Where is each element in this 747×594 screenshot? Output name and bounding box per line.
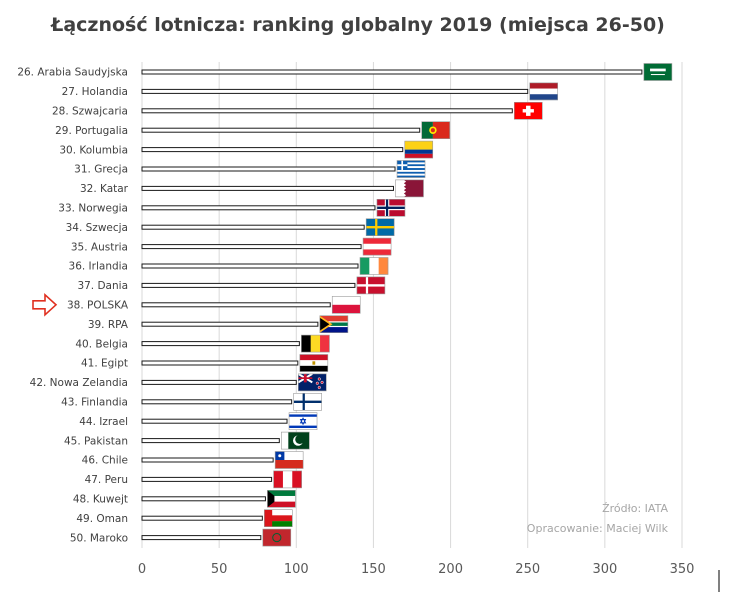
- category-label-15: 40. Belgia: [75, 338, 128, 350]
- flag-pt-icon: [421, 121, 451, 139]
- category-label-2: 27. Holandia: [62, 86, 128, 98]
- flag-il-icon: [288, 412, 318, 431]
- bar-24: [141, 515, 263, 521]
- bar-8: [141, 205, 376, 211]
- flag-eg-icon: [299, 354, 329, 372]
- bar-20: [141, 438, 280, 444]
- x-tick-150: 150: [361, 562, 386, 577]
- category-label-12: 37. Dania: [77, 280, 128, 292]
- category-label-7: 32. Katar: [80, 183, 129, 195]
- x-tick-250: 250: [515, 562, 540, 577]
- category-label-4: 29. Portugalia: [55, 125, 128, 137]
- category-label-10: 35. Austria: [71, 241, 128, 253]
- x-tick-350: 350: [670, 562, 695, 577]
- flag-se-icon: [365, 218, 395, 236]
- x-tick-0: 0: [138, 562, 146, 577]
- flag-dk-icon: [356, 276, 386, 295]
- bar-22: [141, 476, 273, 482]
- bar-11: [141, 263, 359, 269]
- category-label-19: 44. Izrael: [79, 416, 128, 428]
- author-note: Opracowanie: Maciej Wilk: [527, 522, 669, 535]
- bar-2: [141, 88, 529, 94]
- category-label-17: 42. Nowa Zelandia: [30, 377, 128, 389]
- bar-3: [141, 108, 513, 114]
- category-label-3: 28. Szwajcaria: [52, 106, 128, 118]
- x-tick-50: 50: [211, 562, 228, 577]
- category-label-11: 36. Irlandia: [69, 261, 128, 273]
- flag-za-icon: [319, 315, 349, 334]
- bar-21: [141, 457, 274, 463]
- category-label-14: 39. RPA: [88, 319, 129, 331]
- flag-pk-icon: [281, 431, 310, 450]
- category-label-24: 49. Oman: [76, 513, 128, 525]
- flag-sa-icon: [643, 63, 673, 81]
- flag-gr-icon: [396, 160, 426, 178]
- bar-9: [141, 224, 365, 230]
- category-label-9: 34. Szwecja: [66, 222, 128, 234]
- category-label-8: 33. Norwegia: [58, 203, 128, 215]
- bar-1: [141, 69, 643, 75]
- category-label-25: 50. Maroko: [70, 532, 128, 544]
- bar-15: [141, 341, 300, 347]
- bar-6: [141, 166, 396, 172]
- flag-nz-icon: [297, 373, 327, 392]
- category-labels: 26. Arabia Saudyjska 27. Holandia 28. Szwa…: [17, 67, 129, 545]
- flag-fi-icon: [293, 392, 322, 411]
- bar-18: [141, 399, 293, 405]
- category-label-21: 46. Chile: [82, 455, 128, 467]
- x-tick-300: 300: [592, 562, 617, 577]
- bar-23: [141, 496, 266, 502]
- bars: [141, 69, 643, 541]
- flag-kw-icon: [267, 489, 296, 508]
- flag-nl-icon: [529, 82, 559, 101]
- chart-title: Łączność lotnicza: ranking globalny 2019…: [50, 14, 665, 36]
- category-label-6: 31. Grecja: [74, 164, 128, 176]
- category-label-18: 43. Finlandia: [61, 397, 128, 409]
- category-label-5: 30. Kolumbia: [59, 144, 128, 156]
- flag-cl-icon: [274, 451, 304, 469]
- x-tick-100: 100: [284, 562, 309, 577]
- bar-17: [141, 379, 297, 385]
- bar-12: [141, 282, 356, 288]
- flags: [262, 63, 673, 547]
- category-label-22: 47. Peru: [85, 474, 128, 486]
- bar-19: [141, 418, 288, 424]
- category-label-16: 41. Egipt: [81, 358, 128, 370]
- flag-no-icon: [376, 199, 406, 217]
- flag-ie-icon: [359, 257, 389, 275]
- arrow-icon: [32, 292, 58, 317]
- flag-qa-icon: [395, 179, 424, 198]
- flag-ma-icon: [262, 528, 292, 547]
- bar-10: [141, 244, 362, 250]
- bar-16: [141, 360, 299, 366]
- x-tick-labels: 0 50 100 150 200 250 300 350: [138, 562, 695, 577]
- flag-be-icon: [301, 334, 330, 353]
- flag-ch-icon: [513, 102, 543, 120]
- category-label-23: 48. Kuwejt: [73, 494, 128, 506]
- bar-14: [141, 321, 319, 327]
- bar-25: [141, 535, 262, 541]
- flag-co-icon: [404, 140, 434, 159]
- category-label-20: 45. Pakistan: [64, 435, 128, 447]
- source-note: Źródło: IATA: [602, 502, 668, 515]
- category-label-13: 38. POLSKA: [67, 300, 129, 312]
- bar-4: [141, 127, 421, 133]
- flag-pe-icon: [273, 470, 302, 489]
- flag-pl-icon: [331, 295, 361, 314]
- bar-7: [141, 185, 394, 191]
- bar-13: [141, 302, 331, 308]
- flag-om-icon: [264, 509, 293, 528]
- category-label-1: 26. Arabia Saudyjska: [17, 67, 128, 79]
- x-tick-200: 200: [438, 562, 463, 577]
- flag-at-icon: [362, 237, 392, 256]
- bar-5: [141, 147, 404, 153]
